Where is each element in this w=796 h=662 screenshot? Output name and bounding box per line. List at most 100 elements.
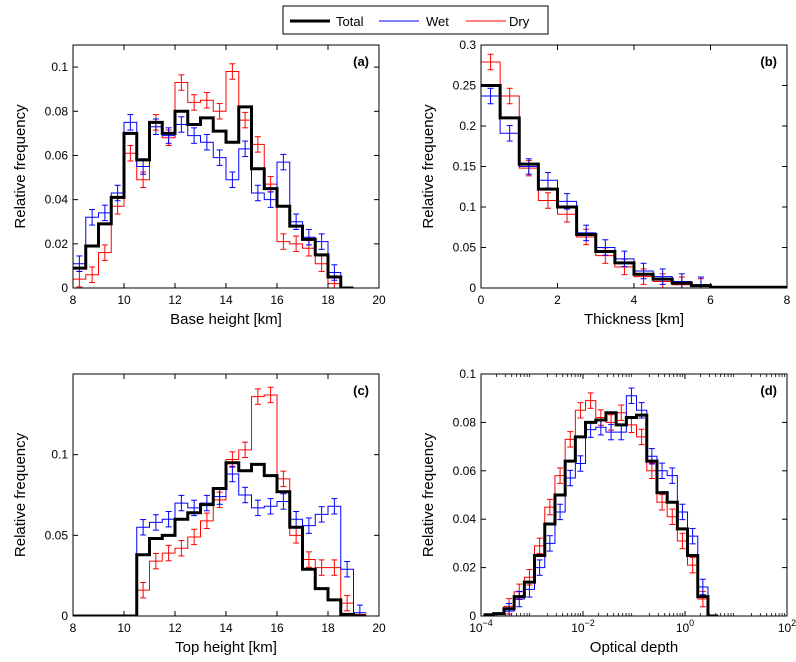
legend-label-dry: Dry — [509, 14, 530, 29]
error-bar-dry — [689, 556, 696, 574]
error-bar-dry — [587, 392, 594, 409]
y-tick-label: 0 — [469, 281, 476, 295]
error-bar-wet — [506, 125, 513, 142]
x-tick-label: 10−4 — [469, 618, 493, 635]
x-tick-label: 20 — [372, 293, 386, 307]
x-tick-label: 14 — [219, 293, 233, 307]
error-bar-wet — [344, 561, 351, 578]
y-tick-label: 0.1 — [51, 60, 68, 74]
series-total-line — [73, 461, 367, 616]
error-bar-wet — [267, 191, 274, 208]
error-bar-dry — [216, 103, 223, 120]
error-bar-wet — [152, 514, 159, 531]
error-bar-dry — [203, 91, 210, 109]
error-bar-dry — [536, 537, 543, 555]
x-axis-label: Thickness [km] — [584, 311, 684, 328]
y-tick-label: 0.2 — [459, 119, 476, 133]
error-bar-dry — [544, 192, 551, 209]
y-tick-label: 0.04 — [453, 512, 477, 526]
x-tick-label: 4 — [631, 293, 638, 307]
panel-label: (c) — [353, 383, 369, 398]
error-bar-wet — [318, 506, 325, 523]
y-tick-label: 0 — [61, 609, 68, 623]
error-bar-wet — [191, 127, 198, 144]
series-total-line — [483, 411, 719, 616]
error-bar-wet — [280, 493, 287, 510]
error-bar-wet — [242, 486, 249, 504]
error-bar-dry — [659, 494, 666, 511]
axes-frame — [480, 373, 788, 617]
x-tick-label: 10−2 — [571, 618, 595, 635]
error-bar-wet — [506, 602, 513, 616]
plot-area — [73, 386, 367, 616]
x-tick-label: 12 — [168, 293, 182, 307]
error-bar-wet — [577, 455, 584, 472]
x-axis-label: Base height [km] — [170, 311, 282, 328]
error-bar-wet — [89, 209, 96, 226]
error-bar-wet — [229, 465, 236, 483]
error-bar-wet — [305, 517, 312, 534]
error-bar-dry — [331, 559, 338, 576]
series-dry-line — [73, 394, 367, 616]
error-bar-wet — [659, 268, 666, 285]
error-bar-wet — [487, 87, 494, 105]
error-bar-wet — [583, 224, 590, 242]
error-bar-dry — [191, 94, 198, 111]
legend-label-total: Total — [336, 14, 364, 29]
legend: Total Wet Dry — [282, 5, 549, 35]
error-bar-dry — [318, 559, 325, 576]
x-tick-label: 6 — [707, 293, 714, 307]
error-bar-wet — [628, 387, 635, 404]
error-bar-dry — [140, 581, 147, 599]
series-wet-line — [481, 95, 787, 288]
x-tick-label: 100 — [676, 618, 694, 635]
error-bar-wet — [165, 511, 172, 528]
panel-d: 10−4 10−2 100 102 0 0.02 0.04 0.06 0.08 0.1 Optica… — [420, 367, 796, 656]
error-bar-dry — [242, 441, 249, 459]
panel-label: (b) — [760, 54, 777, 69]
error-bar-wet — [267, 498, 274, 515]
series-total-line — [73, 105, 354, 288]
x-tick-label: 12 — [168, 621, 182, 635]
error-bar-wet — [203, 494, 210, 512]
error-bar-wet — [254, 499, 261, 517]
error-bar-wet — [669, 467, 676, 484]
error-bar-wet — [546, 535, 553, 552]
error-bar-dry — [506, 87, 513, 105]
error-bar-wet — [679, 503, 686, 521]
error-bar-wet — [280, 153, 287, 171]
error-bar-dry — [280, 470, 287, 488]
y-tick-label: 0.05 — [453, 241, 477, 255]
error-bar-dry — [577, 402, 584, 419]
error-bar-wet — [305, 228, 312, 246]
error-bar-dry — [305, 551, 312, 568]
error-bar-wet — [318, 233, 325, 250]
y-axis-label: Relative frequency — [420, 104, 437, 229]
x-tick-label: 8 — [70, 621, 77, 635]
x-tick-label: 0 — [478, 293, 485, 307]
error-bar-dry — [546, 498, 553, 516]
error-bar-wet — [659, 462, 666, 479]
error-bar-dry — [293, 235, 300, 253]
error-bar-dry — [203, 512, 210, 530]
y-tick-label: 0.08 — [453, 415, 477, 429]
error-bar-wet — [356, 604, 363, 616]
y-axis-label: Relative frequency — [420, 432, 437, 557]
error-bar-wet — [699, 578, 706, 596]
x-tick-label: 20 — [372, 621, 386, 635]
y-tick-label: 0.15 — [453, 160, 477, 174]
error-bar-dry — [638, 428, 645, 446]
panel-c: 8 10 12 14 16 18 20 0 0.05 0.1 Top height [km] Rela… — [12, 373, 386, 656]
y-tick-label: 0 — [61, 281, 68, 295]
y-tick-label: 0.1 — [459, 367, 476, 381]
y-tick-label: 0.04 — [45, 193, 69, 207]
error-bar-wet — [254, 184, 261, 202]
error-bar-dry — [557, 467, 564, 484]
error-bar-wet — [165, 127, 172, 144]
error-bar-dry — [669, 508, 676, 525]
x-tick-label: 8 — [70, 293, 77, 307]
error-bar-dry — [229, 63, 236, 80]
x-axis-label: Top height [km] — [175, 639, 277, 656]
panel-a: 8 10 12 14 16 18 20 0 0.02 0.04 0.06 0.08 0.1 Base he… — [12, 44, 386, 328]
